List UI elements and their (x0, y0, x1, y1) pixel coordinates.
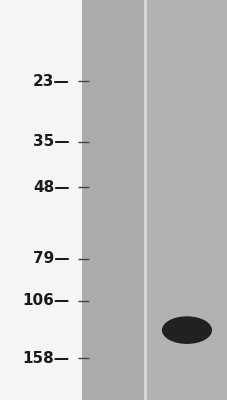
Text: 106—: 106— (22, 293, 69, 308)
Text: 48—: 48— (33, 180, 69, 194)
Bar (82, 0, 227, 400)
Text: 23—: 23— (33, 74, 69, 89)
Ellipse shape (161, 316, 211, 344)
Bar (144, 0, 227, 400)
Text: 158—: 158— (22, 351, 69, 366)
Text: 35—: 35— (33, 134, 69, 149)
Text: 79—: 79— (33, 251, 69, 266)
